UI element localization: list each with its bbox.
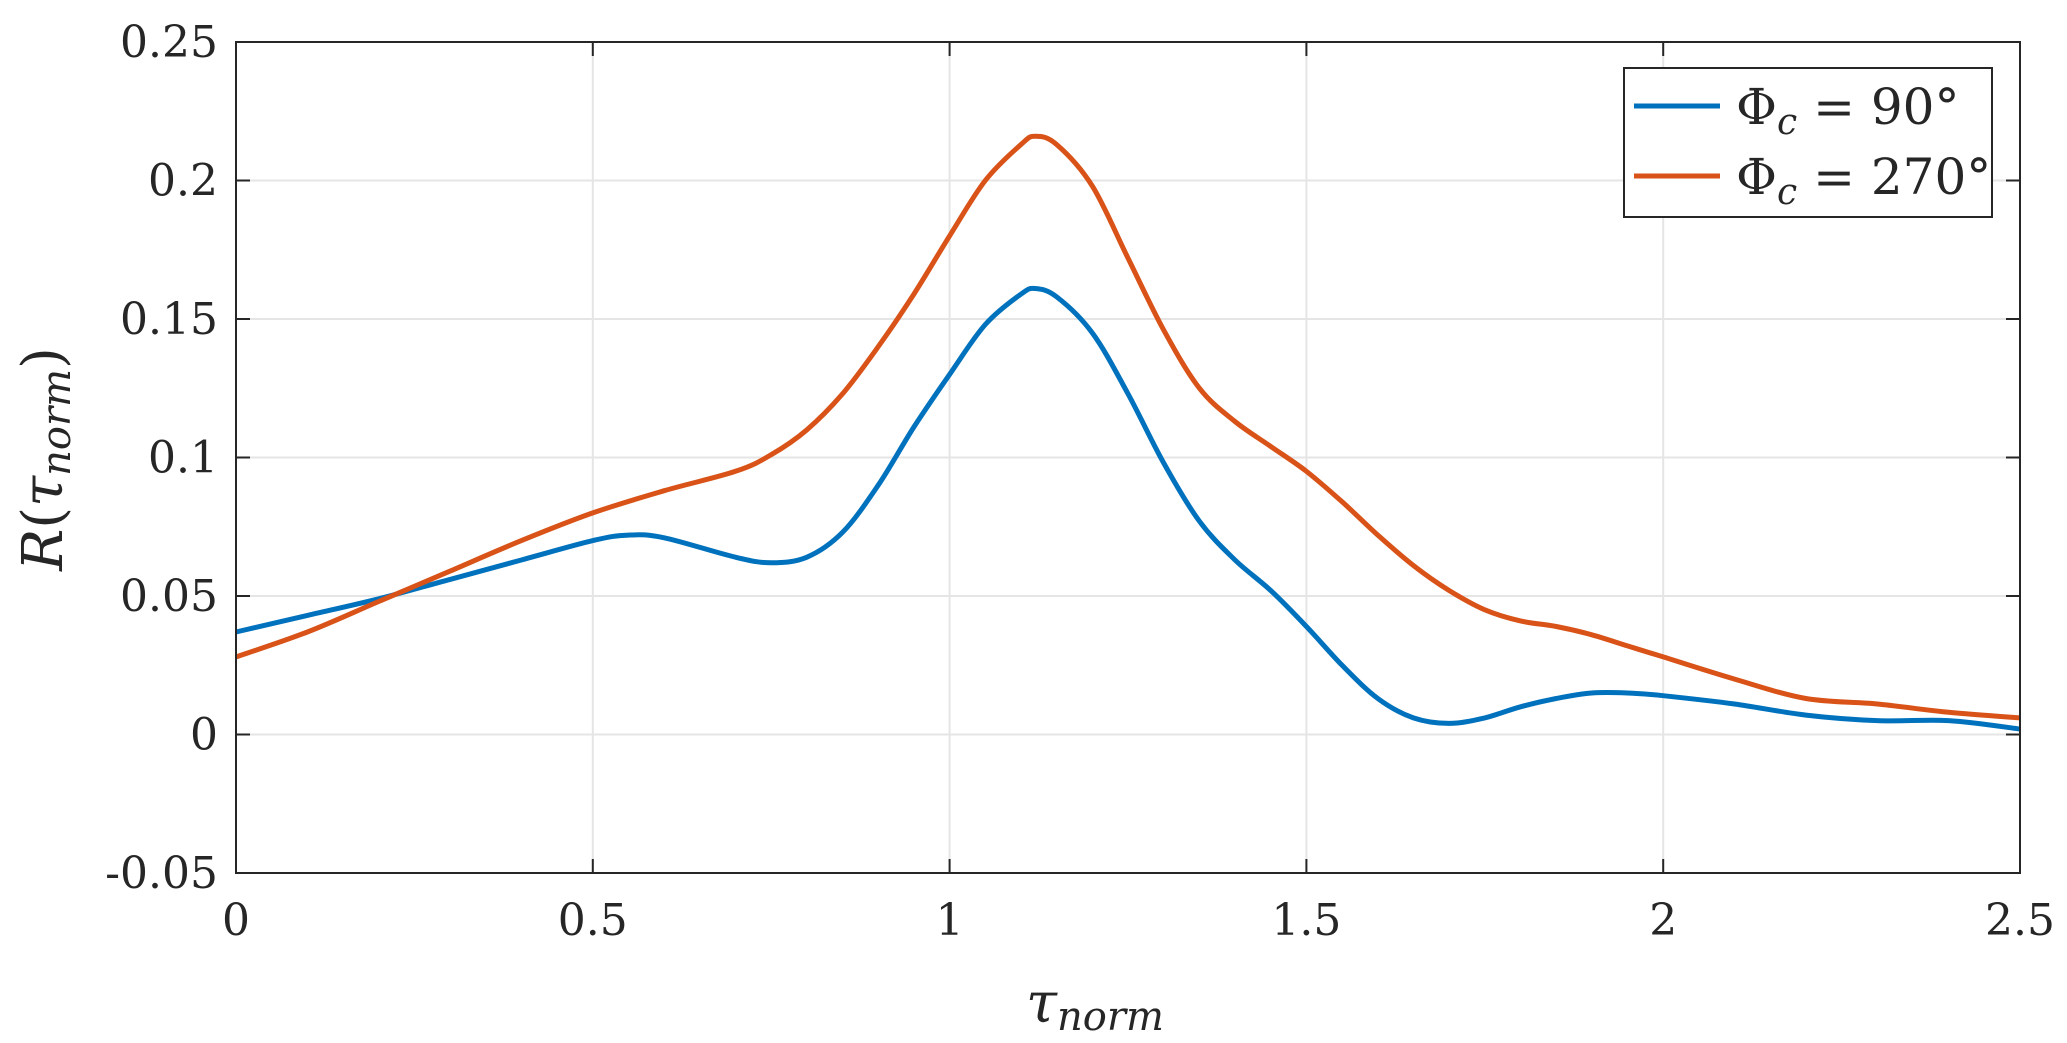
y-tick-label: 0.15 <box>120 294 218 345</box>
y-tick-label: -0.05 <box>105 848 218 899</box>
legend: Φc = 90° Φc = 270° <box>1623 67 1993 218</box>
x-tick-label: 2.5 <box>1985 895 2055 946</box>
legend-label-series-1: Φc = 90° <box>1736 78 1959 143</box>
y-tick-label: 0.05 <box>120 571 218 622</box>
x-tick-label: 2 <box>1649 895 1677 946</box>
legend-label-series-2: Φc = 270° <box>1736 148 1991 213</box>
y-tick-label: 0.1 <box>148 433 218 484</box>
x-tick-label: 1 <box>936 895 964 946</box>
y-tick-labels: -0.05 0 0.05 0.1 0.15 0.2 0.25 <box>105 17 218 899</box>
series-line-2 <box>235 133 2021 721</box>
x-tick-label: 1.5 <box>1271 895 1341 946</box>
axis-ticks <box>235 41 2021 874</box>
y-tick-label: 0.2 <box>148 156 218 207</box>
y-tick-label: 0.25 <box>120 17 218 68</box>
x-axis-title: τnorm <box>1026 971 1164 1040</box>
series-line-1 <box>235 285 2021 732</box>
legend-box <box>1623 67 1993 218</box>
x-tick-label: 0.5 <box>558 895 628 946</box>
series-lines <box>235 133 2021 732</box>
x-tick-labels: 0 0.5 1 1.5 2 2.5 <box>222 895 2055 946</box>
x-tick-label: 0 <box>222 895 250 946</box>
y-axis-title: R(τnorm) <box>11 347 80 572</box>
y-tick-label: 0 <box>190 710 218 761</box>
